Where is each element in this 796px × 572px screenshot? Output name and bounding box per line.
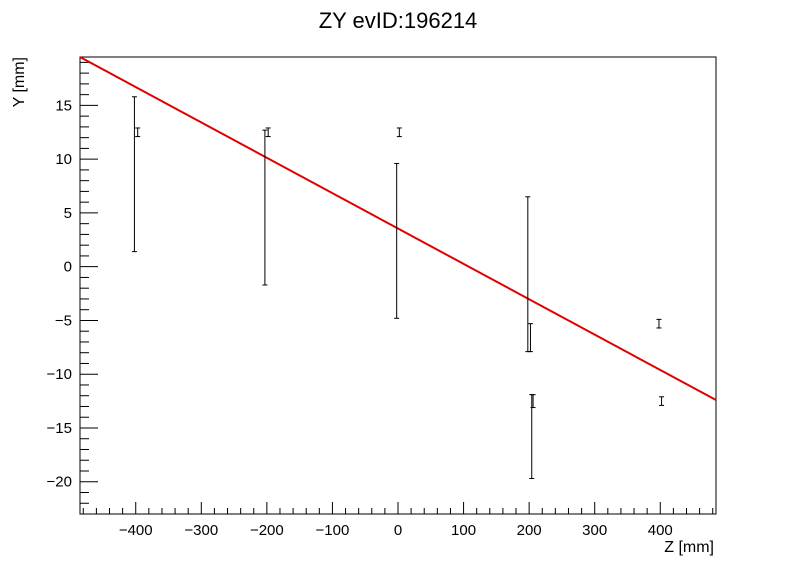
data-point: [659, 396, 665, 406]
data-point: [135, 127, 141, 138]
fit-line-group: [79, 56, 717, 401]
x-tick-label: 100: [451, 522, 476, 539]
data-point: [396, 127, 402, 138]
y-tick-label: −15: [47, 420, 72, 437]
data-point: [525, 196, 531, 353]
data-point: [527, 323, 533, 353]
chart-title: ZY evID:196214: [319, 8, 478, 33]
x-tick-label: 300: [582, 522, 607, 539]
y-tick-label: −20: [47, 474, 72, 491]
x-tick-label: 400: [648, 522, 673, 539]
data-point: [656, 318, 662, 329]
x-tick-label: −100: [316, 522, 350, 539]
x-tick-label: 0: [394, 522, 402, 539]
x-tick-label: −400: [119, 522, 153, 539]
y-tick-label: 5: [64, 205, 72, 222]
y-tick-label: 10: [55, 151, 72, 168]
data-point: [530, 394, 536, 409]
plot-frame: [79, 56, 717, 515]
x-tick-label: −300: [184, 522, 218, 539]
y-tick-label: 0: [64, 259, 72, 276]
data-point: [262, 129, 268, 286]
x-tick-label: −200: [250, 522, 284, 539]
data-point: [265, 127, 271, 138]
x-axis-title: Z [mm]: [664, 539, 714, 556]
y-axis-title: Y [mm]: [11, 57, 28, 107]
y-tick-label: −10: [47, 366, 72, 383]
x-axis-ticks: −400 −300 −200 −100 0 100 200 300 400: [82, 502, 714, 539]
y-tick-label: −5: [55, 312, 72, 329]
data-point: [394, 162, 400, 319]
data-point: [131, 96, 137, 253]
fit-line: [79, 56, 717, 401]
y-axis-ticks: −20 −15 −10 −5 0 5 10 15: [47, 61, 98, 515]
y-tick-label: 15: [55, 97, 72, 114]
data-points: [131, 96, 665, 480]
x-tick-label: 200: [517, 522, 542, 539]
